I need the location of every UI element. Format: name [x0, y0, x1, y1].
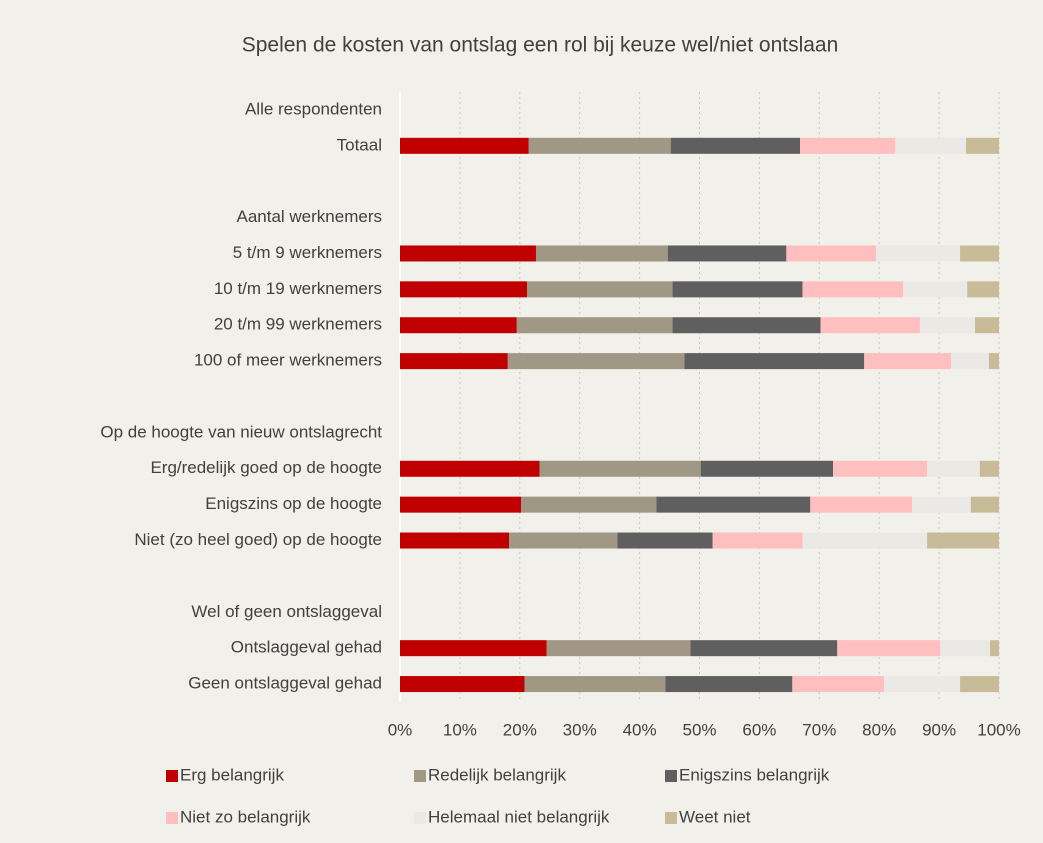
- y-tick-label: 100 of meer werknemers: [194, 351, 382, 370]
- x-tick-label: 50%: [682, 720, 716, 739]
- bar-segment: [526, 281, 673, 298]
- bar-segment: [528, 137, 671, 154]
- legend-swatch: [414, 812, 426, 824]
- legend-label: Redelijk belangrijk: [428, 765, 566, 784]
- bar-segment: [400, 676, 525, 693]
- x-tick-label: 0%: [388, 720, 413, 739]
- legend-label: Enigszins belangrijk: [679, 765, 830, 784]
- bar-segment: [988, 353, 999, 370]
- bar-segment: [802, 281, 904, 298]
- bar-segment: [876, 245, 961, 262]
- bar-segment: [400, 317, 517, 334]
- y-tick-label: Wel of geen ontslaggeval: [191, 602, 382, 621]
- legend-label: Erg belangrijk: [180, 765, 284, 784]
- y-tick-label: Erg/redelijk goed op de hoogte: [150, 458, 382, 477]
- bar-segment: [400, 496, 521, 513]
- bar-segment: [712, 532, 803, 549]
- bar-segment: [690, 640, 838, 657]
- bar-segment: [786, 245, 877, 262]
- y-tick-label: 5 t/m 9 werknemers: [233, 243, 382, 262]
- bar-segment: [792, 676, 884, 693]
- bar-segment: [667, 245, 787, 262]
- bar-segment: [820, 317, 920, 334]
- bar-segment: [524, 676, 666, 693]
- legend-swatch: [414, 770, 426, 782]
- bar-segment: [400, 532, 510, 549]
- y-tick-label: 10 t/m 19 werknemers: [214, 279, 382, 298]
- x-tick-label: 100%: [977, 720, 1020, 739]
- bar-segment: [864, 353, 952, 370]
- chart-title: Spelen de kosten van ontslag een rol bij…: [242, 34, 839, 57]
- legend-label: Helemaal niet belangrijk: [428, 807, 610, 826]
- legend-swatch: [166, 812, 178, 824]
- y-tick-label: Alle respondenten: [245, 99, 382, 118]
- bar-segment: [516, 317, 673, 334]
- y-tick-label: Niet (zo heel goed) op de hoogte: [134, 530, 382, 549]
- y-tick-label: Ontslaggeval gehad: [231, 638, 382, 657]
- bar-segment: [990, 640, 999, 657]
- x-tick-label: 70%: [802, 720, 836, 739]
- x-tick-label: 10%: [443, 720, 477, 739]
- y-tick-label: Geen ontslaggeval gehad: [188, 674, 382, 693]
- bar-segment: [967, 281, 999, 298]
- bar-segment: [684, 353, 865, 370]
- bar-segment: [975, 317, 999, 334]
- bar-segment: [833, 460, 928, 477]
- bar-segment: [895, 137, 967, 154]
- bar-segment: [535, 245, 668, 262]
- bar-segment: [960, 245, 999, 262]
- bar-segment: [400, 460, 540, 477]
- bar-segment: [883, 676, 961, 693]
- bar-segment: [912, 496, 971, 513]
- bar-segment: [979, 460, 999, 477]
- legend-swatch: [665, 812, 677, 824]
- legend-label: Weet niet: [679, 807, 751, 826]
- legend-swatch: [665, 770, 677, 782]
- bar-segment: [940, 640, 991, 657]
- bar-segment: [800, 137, 896, 154]
- bar-segment: [960, 676, 999, 693]
- bar-segment: [970, 496, 999, 513]
- x-tick-label: 20%: [503, 720, 537, 739]
- bar-segment: [539, 460, 701, 477]
- x-tick-label: 40%: [623, 720, 657, 739]
- bar-segment: [903, 281, 968, 298]
- y-tick-label: 20 t/m 99 werknemers: [214, 315, 382, 334]
- bar-segment: [802, 532, 928, 549]
- x-tick-label: 30%: [563, 720, 597, 739]
- bar-segment: [966, 137, 999, 154]
- y-tick-label: Aantal werknemers: [236, 207, 382, 226]
- y-tick-label: Enigszins op de hoogte: [205, 494, 382, 513]
- legend-label: Niet zo belangrijk: [180, 807, 311, 826]
- bar-segment: [665, 676, 793, 693]
- bar-segment: [700, 460, 834, 477]
- bar-segment: [617, 532, 713, 549]
- bar-segment: [400, 640, 547, 657]
- legend-swatch: [166, 770, 178, 782]
- bar-segment: [927, 460, 980, 477]
- y-tick-label: Op de hoogte van nieuw ontslagrecht: [100, 422, 382, 441]
- bar-segment: [951, 353, 989, 370]
- bar-segment: [656, 496, 811, 513]
- bar-segment: [919, 317, 976, 334]
- bar-segment: [810, 496, 913, 513]
- x-tick-label: 80%: [862, 720, 896, 739]
- bar-segment: [400, 353, 508, 370]
- bar-segment: [507, 353, 685, 370]
- bar-segment: [520, 496, 657, 513]
- bar-segment: [546, 640, 691, 657]
- bar-segment: [400, 281, 527, 298]
- bar-segment: [672, 317, 821, 334]
- bar-segment: [672, 281, 803, 298]
- bar-segment: [400, 245, 536, 262]
- bar-segment: [837, 640, 941, 657]
- bar-segment: [400, 137, 529, 154]
- bar-segment: [927, 532, 999, 549]
- y-tick-label: Totaal: [337, 135, 382, 154]
- x-tick-label: 90%: [922, 720, 956, 739]
- bar-segment: [670, 137, 801, 154]
- x-tick-label: 60%: [742, 720, 776, 739]
- bar-segment: [509, 532, 618, 549]
